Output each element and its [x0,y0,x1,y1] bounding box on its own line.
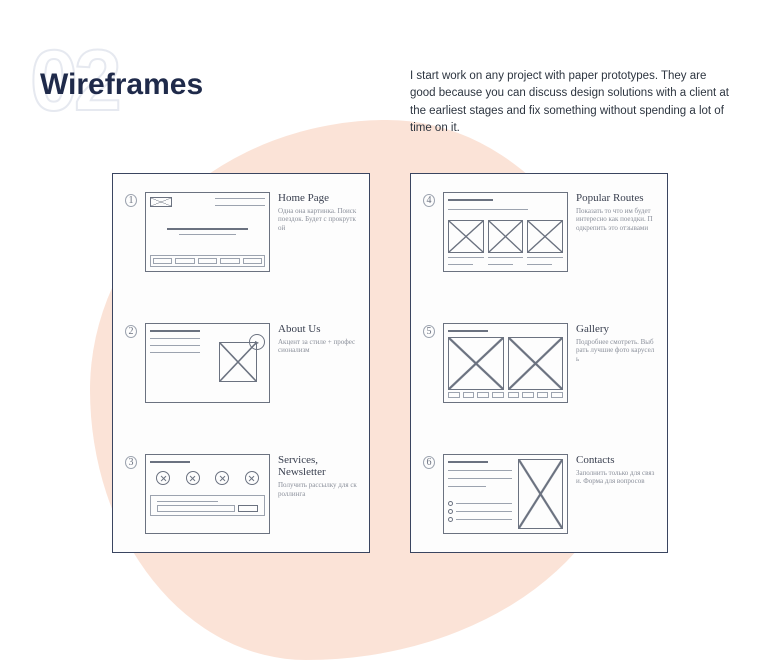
wireframe-row: 2 ▸ About Us Акцент за стиле + профессио… [125,323,357,403]
route-card [527,220,563,253]
service-icon [156,471,170,485]
wireframe-note: Получить рассылку для скроллинга [278,481,357,498]
logo-box [150,197,172,207]
wireframe-note: Заполнить только для связи. Форма для во… [576,469,655,486]
sketch-contacts [443,454,568,534]
wireframe-row: 1 [125,192,357,272]
service-icon [245,471,259,485]
wireframe-label: Services, Newsletter [278,454,357,478]
wireframe-sheets: 1 [0,173,780,553]
row-number: 1 [125,194,137,207]
wireframe-note: Подробнее смотреть. Выбрать лучшие фото … [576,338,655,363]
sketch-gallery [443,323,568,403]
wireframe-label: Home Page [278,192,357,204]
row-number: 4 [423,194,435,207]
sheet-right: 4 [410,173,668,553]
section-description: I start work on any project with paper p… [410,68,730,137]
route-card [488,220,524,253]
sheet-left: 1 [112,173,370,553]
play-icon: ▸ [249,334,265,350]
row-number: 3 [125,456,137,469]
map-box [518,459,563,529]
wireframe-row: 4 [423,192,655,272]
wireframe-label: Popular Routes [576,192,655,204]
wireframe-row: 6 Contacts Заполнить только для св [423,454,655,534]
service-icon [186,471,200,485]
wireframe-note: Показать то что им будет интересно как п… [576,207,655,232]
gallery-image [448,337,504,390]
wireframe-row: 5 Galler [423,323,655,403]
gallery-image [508,337,564,390]
wireframe-note: Акцент за стиле + профессионализм [278,338,357,355]
wireframe-label: Contacts [576,454,655,466]
sketch-about: ▸ [145,323,270,403]
row-number: 2 [125,325,137,338]
sketch-home [145,192,270,272]
route-card [448,220,484,253]
row-number: 5 [423,325,435,338]
wireframe-note: Одна она картинка. Поиск поездок. Будет … [278,207,357,232]
wireframe-label: Gallery [576,323,655,335]
sketch-routes [443,192,568,272]
sketch-services [145,454,270,534]
wireframe-row: 3 [125,454,357,534]
service-icon [215,471,229,485]
wireframe-label: About Us [278,323,357,335]
header: 02 Wireframes I start work on any projec… [0,0,780,137]
row-number: 6 [423,456,435,469]
page-title: Wireframes [40,68,370,102]
title-block: 02 Wireframes [40,60,370,102]
